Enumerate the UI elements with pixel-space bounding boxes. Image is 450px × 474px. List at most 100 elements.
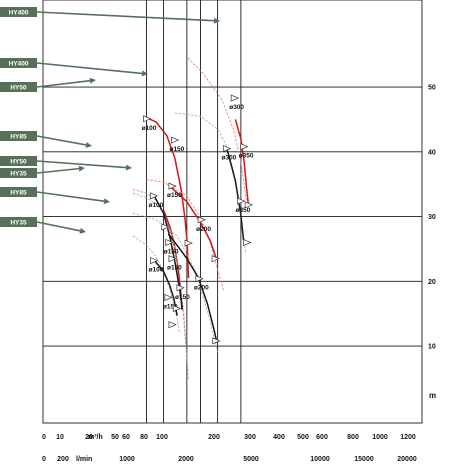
model-tag-arrowhead <box>141 70 148 77</box>
model-tag-arrowhead <box>78 165 85 172</box>
impeller-marker <box>168 182 177 190</box>
impeller-diameter-label: ø300 <box>222 155 237 162</box>
impeller-marker <box>211 255 220 263</box>
impeller-marker <box>230 94 240 102</box>
model-tag-arrowhead <box>125 164 132 171</box>
y-tick-label: 20 <box>428 279 436 286</box>
curves <box>132 57 250 380</box>
flow-m3h-tick-label: 20 <box>85 434 93 441</box>
model-tag-arrowhead <box>79 227 86 234</box>
impeller-diameter-label: ø150 <box>169 146 184 153</box>
impeller-marker <box>244 201 254 209</box>
model-tag <box>0 7 37 17</box>
model-tag-label: HY50 <box>10 84 27 91</box>
flow-lmin-tick-label: 20000 <box>397 456 417 463</box>
pump-curve <box>147 117 190 279</box>
pump-curve-dashed <box>187 57 247 201</box>
grid <box>42 0 423 424</box>
y-tick-label: 50 <box>428 85 436 92</box>
pump-curve <box>234 119 250 205</box>
pump-curve-dashed <box>146 179 225 292</box>
impeller-marker <box>240 143 249 151</box>
model-tag-label: HY85 <box>10 189 27 196</box>
impeller-marker <box>164 293 173 302</box>
impeller-marker <box>197 216 206 224</box>
impeller-marker <box>176 284 185 292</box>
flow-m3h-tick-label: 800 <box>347 434 359 441</box>
model-tag <box>0 131 37 141</box>
model-tag <box>0 82 37 92</box>
y-tick-label: 40 <box>428 149 436 156</box>
impeller-marker <box>150 192 159 200</box>
flow-m3h-tick-label: 10 <box>56 434 64 441</box>
pump-curve <box>153 194 184 310</box>
flow-m3h-tick-label: 1000 <box>372 434 388 441</box>
impeller-diameter-label: ø350 <box>239 153 254 160</box>
flow-lmin-tick-label: 5000 <box>243 456 259 463</box>
markers: ø300ø350ø100ø150ø300ø350ø150ø200ø100ø150… <box>142 94 254 345</box>
y-tick-label: 30 <box>428 214 436 221</box>
impeller-marker <box>237 197 246 205</box>
impeller-diameter-label: ø150 <box>164 248 179 255</box>
model-tag-label: HY35 <box>10 170 27 177</box>
impeller-marker <box>171 136 180 144</box>
pump-curve-dashed <box>132 192 189 380</box>
flow-lmin-unit: l/min <box>76 456 92 463</box>
impeller-diameter-label: ø350 <box>235 207 250 214</box>
impeller-diameter-label: ø150 <box>175 294 190 301</box>
flow-m3h-tick-label: 80 <box>140 434 148 441</box>
model-tag-arrowhead <box>213 17 220 24</box>
flow-lmin-tick-label: 200 <box>57 456 69 463</box>
impeller-marker <box>195 275 204 283</box>
pump-curve-dashed <box>132 189 188 360</box>
impeller-diameter-label: ø100 <box>142 125 157 132</box>
model-tag-arrowhead <box>103 198 110 205</box>
model-tag-arrowhead <box>89 77 96 84</box>
impeller-marker <box>165 238 174 246</box>
model-tag-arrow <box>36 167 80 174</box>
impeller-marker <box>184 239 193 247</box>
impeller-marker <box>150 257 159 265</box>
impeller-diameter-label: ø150 <box>167 265 182 272</box>
model-tags: HY400 HY400 HY50 HY85 HY50 HY35 HY85 HY35 <box>0 7 220 234</box>
model-tag <box>0 187 37 197</box>
model-tag-label: HY85 <box>10 133 27 140</box>
impeller-marker <box>223 145 232 153</box>
flow-m3h-tick-label: 60 <box>122 434 130 441</box>
impeller-diameter-label: ø150 <box>167 192 182 199</box>
flow-lmin-tick-label: 2000 <box>178 456 194 463</box>
flow-m3h-tick-label: 50 <box>111 434 119 441</box>
model-tag-arrow <box>36 135 87 146</box>
impeller-marker <box>212 337 221 345</box>
flow-lmin-tick-label: 10000 <box>310 456 330 463</box>
plot-frame <box>42 0 423 424</box>
y-axis-unit: m <box>429 391 436 400</box>
impeller-marker <box>143 115 152 123</box>
model-tag <box>0 217 37 227</box>
impeller-diameter-label: ø100 <box>149 202 164 209</box>
model-tag-arrow <box>36 79 91 88</box>
model-tag <box>0 58 37 68</box>
impeller-marker <box>168 321 177 329</box>
model-tag-arrow <box>36 221 81 232</box>
flow-m3h-tick-label: 600 <box>316 434 328 441</box>
flow-m3h-tick-label: 300 <box>244 434 256 441</box>
model-tag-arrowhead <box>85 141 92 148</box>
flow-lmin-tick-label: 1000 <box>119 456 135 463</box>
impeller-diameter-label: ø150 <box>163 303 178 310</box>
model-tag-label: HY35 <box>10 219 27 226</box>
flow-m3h-tick-label: 0 <box>42 434 46 441</box>
model-tag-arrow <box>36 160 127 169</box>
impeller-marker <box>161 223 170 231</box>
impeller-marker <box>168 255 177 263</box>
impeller-marker <box>243 238 252 246</box>
model-tag-arrow <box>36 191 105 202</box>
model-tag <box>0 168 37 178</box>
impeller-diameter-label: ø200 <box>196 226 211 233</box>
impeller-diameter-label: ø300 <box>229 104 244 111</box>
impeller-diameter-label: ø100 <box>149 267 164 274</box>
pump-curve <box>153 259 178 316</box>
flow-m3h-tick-label: 1200 <box>400 434 416 441</box>
